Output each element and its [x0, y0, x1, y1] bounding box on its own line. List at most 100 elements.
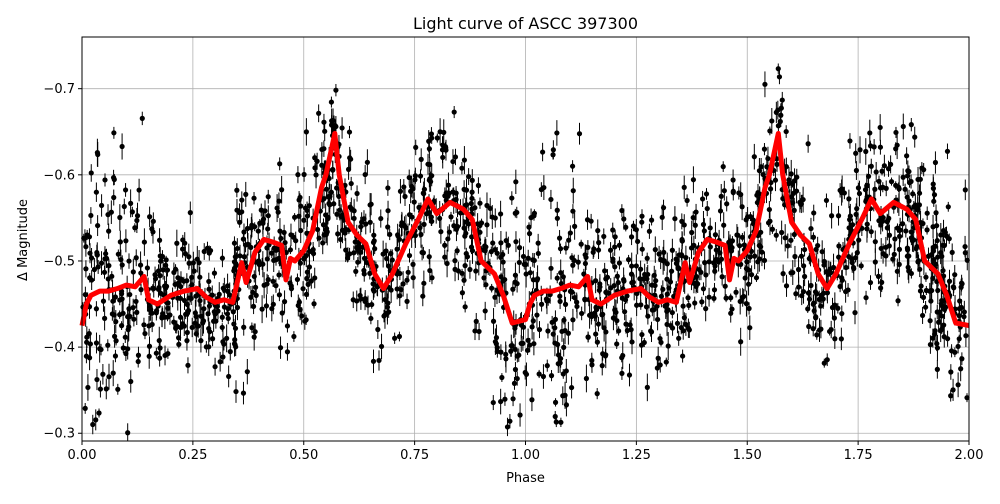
data-point: [131, 259, 136, 286]
data-point: [733, 287, 738, 297]
data-point: [162, 346, 167, 366]
data-point: [128, 370, 133, 392]
data-point: [353, 266, 358, 276]
data-point: [857, 181, 862, 207]
data-point: [655, 309, 660, 331]
data-point: [125, 423, 130, 441]
data-point: [412, 192, 417, 211]
data-point: [435, 133, 440, 142]
data-point: [956, 372, 961, 397]
data-point: [852, 301, 857, 324]
data-point: [285, 343, 290, 361]
data-point: [117, 204, 122, 231]
data-point: [232, 331, 237, 357]
data-point: [686, 301, 691, 310]
data-point: [545, 360, 550, 372]
data-point: [404, 294, 409, 310]
data-point: [456, 262, 461, 280]
data-point: [97, 335, 102, 363]
data-point: [99, 194, 104, 216]
data-point: [617, 257, 622, 270]
data-point: [946, 202, 951, 212]
data-point: [537, 321, 542, 338]
data-point: [470, 169, 475, 191]
data-point: [311, 299, 316, 309]
data-point: [427, 249, 432, 264]
data-point: [368, 212, 373, 233]
x-tick-label: 0.25: [178, 448, 207, 463]
data-point: [548, 190, 553, 209]
data-point: [369, 193, 374, 215]
data-point: [566, 322, 571, 345]
data-point: [347, 126, 352, 138]
data-point: [407, 204, 412, 225]
data-point: [963, 180, 968, 201]
data-point: [701, 282, 706, 295]
data-point: [752, 243, 757, 269]
data-point: [111, 170, 116, 186]
x-tick-label: 0.50: [289, 448, 318, 463]
data-point: [640, 242, 645, 256]
data-point: [534, 272, 539, 288]
data-point: [884, 181, 889, 197]
data-point: [712, 283, 717, 297]
data-point: [510, 391, 515, 406]
data-point: [291, 331, 296, 342]
data-point: [524, 363, 529, 387]
data-point: [635, 229, 640, 255]
data-point: [720, 268, 725, 286]
data-point: [832, 292, 837, 317]
data-point: [250, 219, 255, 232]
data-point: [444, 250, 449, 278]
data-point: [442, 241, 447, 250]
data-point: [582, 286, 587, 313]
data-point: [454, 217, 459, 241]
data-point: [900, 210, 905, 237]
data-point: [463, 301, 468, 312]
data-point: [570, 309, 575, 331]
data-point: [142, 328, 147, 339]
data-point: [540, 143, 545, 161]
data-point: [368, 313, 373, 325]
data-point: [455, 219, 460, 235]
data-point: [421, 271, 426, 297]
x-axis-label: Phase: [506, 471, 545, 486]
data-point: [136, 356, 141, 368]
data-point: [134, 249, 139, 266]
data-point: [721, 212, 726, 238]
data-point: [476, 177, 481, 193]
data-point: [102, 173, 107, 186]
grid: [82, 37, 969, 441]
data-point: [576, 255, 581, 270]
data-point: [692, 297, 697, 310]
data-point: [228, 343, 233, 361]
data-point: [88, 207, 93, 224]
data-point: [241, 319, 246, 336]
data-point: [206, 318, 211, 340]
data-point: [94, 369, 99, 390]
y-tick-label: −0.5: [43, 254, 75, 269]
data-point: [312, 268, 317, 289]
data-point: [140, 112, 145, 125]
data-point: [617, 240, 622, 250]
data-point: [645, 374, 650, 402]
data-point: [711, 294, 716, 302]
data-point: [145, 260, 150, 277]
data-point: [413, 140, 418, 155]
data-point: [752, 144, 757, 170]
data-point: [347, 147, 352, 169]
data-point: [477, 198, 482, 209]
data-point: [266, 190, 271, 204]
data-point: [206, 285, 211, 293]
data-point: [634, 294, 639, 316]
data-point: [595, 388, 600, 399]
data-point: [924, 225, 929, 234]
data-point: [264, 274, 269, 294]
x-tick-label: 1.50: [733, 448, 762, 463]
data-point: [689, 237, 694, 259]
data-point: [470, 238, 475, 264]
data-point: [933, 151, 938, 173]
data-point: [707, 249, 712, 274]
data-point: [939, 245, 944, 268]
